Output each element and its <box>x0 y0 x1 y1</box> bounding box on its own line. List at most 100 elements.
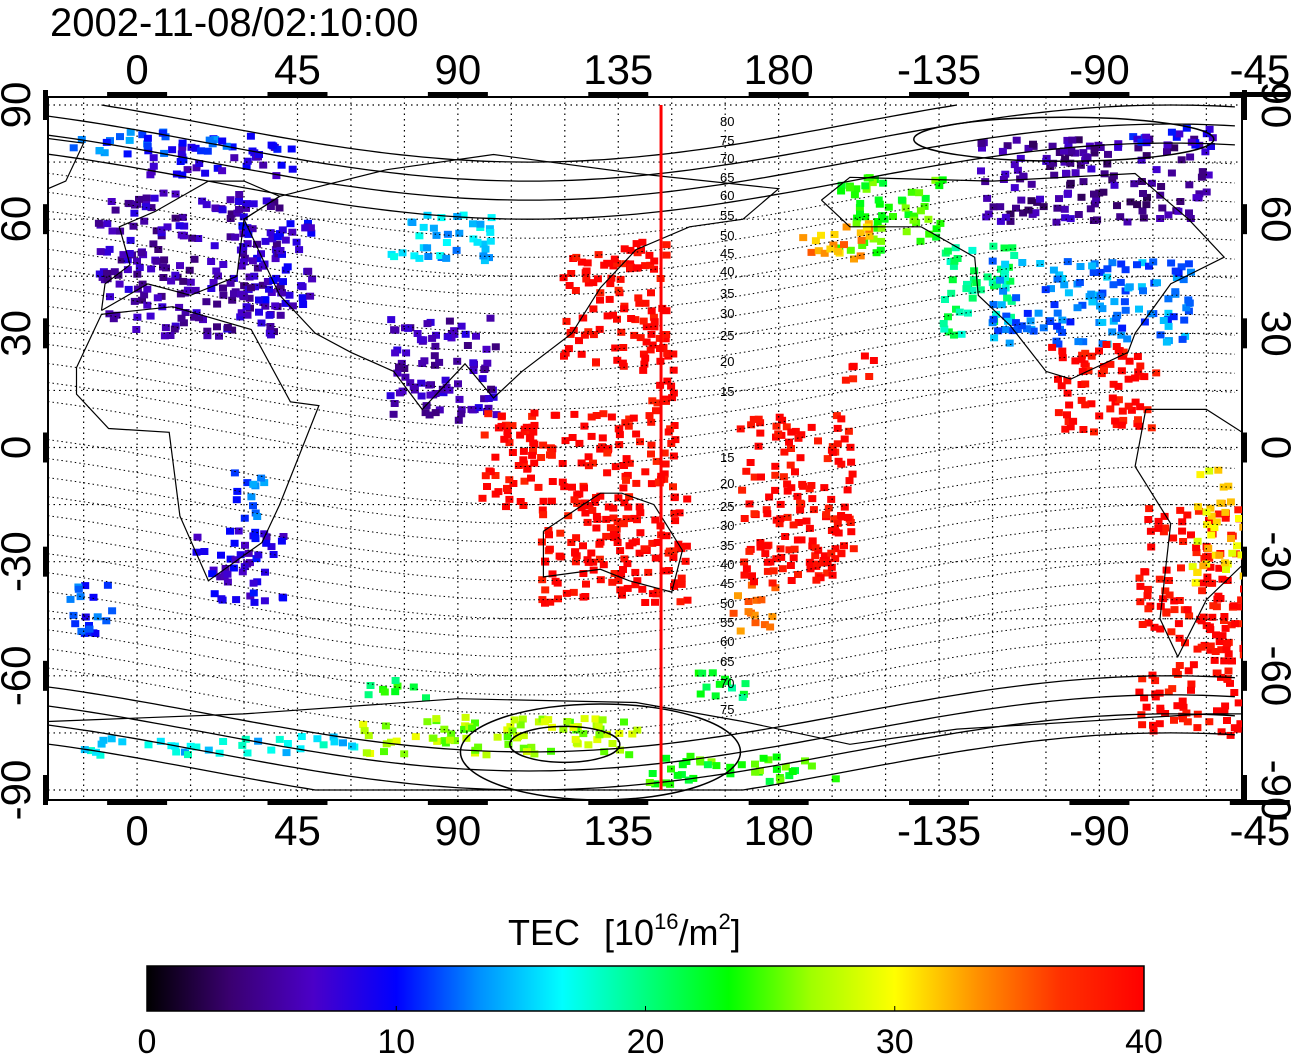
tec-cell <box>757 473 765 481</box>
tec-cell <box>1142 201 1151 209</box>
tec-cell <box>1224 667 1233 675</box>
tec-cell <box>650 318 659 326</box>
tec-cell <box>1002 312 1011 320</box>
tec-cell <box>137 249 146 257</box>
tec-cell <box>1205 467 1214 475</box>
tec-cell <box>779 473 788 481</box>
tec-cell <box>183 286 192 294</box>
tec-cell <box>330 738 339 746</box>
tec-cell <box>580 715 589 723</box>
tec-cell <box>212 267 221 275</box>
tec-cell <box>168 146 177 154</box>
tec-cell <box>266 323 275 330</box>
tec-cell <box>579 730 588 738</box>
tec-cell <box>1054 375 1062 383</box>
tec-cell <box>744 608 753 616</box>
tec-cell <box>764 756 773 764</box>
tec-cell <box>633 249 642 257</box>
tec-cell <box>108 227 117 235</box>
tec-cell <box>402 349 411 357</box>
tec-cell <box>437 214 446 222</box>
tec-cell <box>213 323 221 331</box>
tec-cell <box>1078 301 1087 309</box>
tec-cell <box>571 549 580 557</box>
tec-cell <box>486 314 495 322</box>
tec-cell <box>528 423 537 431</box>
tec-cell <box>909 216 918 224</box>
tec-cell <box>1179 538 1188 545</box>
tec-cell <box>772 753 781 761</box>
tec-cell <box>1064 418 1073 425</box>
tec-cell <box>589 305 598 313</box>
tec-cell <box>255 308 263 316</box>
tec-cell <box>819 559 827 567</box>
tec-cell <box>629 414 638 422</box>
tec-cell <box>1194 503 1202 511</box>
tec-cell <box>1087 352 1096 360</box>
tec-cell <box>1149 727 1158 735</box>
tec-cell <box>91 630 100 637</box>
top-axis-tick <box>107 92 168 97</box>
tec-cell <box>1077 193 1086 201</box>
tec-cell <box>71 620 80 628</box>
tec-cell <box>571 735 580 743</box>
tec-cell <box>230 290 238 298</box>
magnetic-label-north: 15 <box>720 384 734 399</box>
tec-cell <box>1126 198 1135 206</box>
tec-cell <box>1142 152 1151 160</box>
tec-cell <box>232 596 241 604</box>
tec-cell <box>503 484 511 492</box>
magnetic-label-south: 40 <box>720 557 734 572</box>
tec-cell <box>476 220 485 228</box>
tec-cell <box>1172 668 1181 676</box>
tec-cell <box>1112 421 1121 429</box>
top-axis-tick <box>1069 92 1130 97</box>
tec-cell <box>469 359 478 367</box>
tec-cell <box>852 220 861 228</box>
tec-cell <box>163 223 172 231</box>
tec-cell <box>631 568 640 576</box>
tec-cell <box>103 275 112 283</box>
tec-cell <box>445 736 454 744</box>
tec-cell <box>1110 298 1119 306</box>
tec-cell <box>1212 518 1221 526</box>
tec-cell <box>840 503 849 511</box>
tec-cell <box>1214 510 1223 518</box>
tec-cell <box>901 204 910 212</box>
tec-cell <box>847 458 856 466</box>
tec-cell <box>1155 575 1164 583</box>
tec-cell <box>639 317 648 325</box>
tec-cell <box>1178 697 1187 705</box>
tec-cell <box>487 214 496 222</box>
tec-cell <box>624 503 633 511</box>
tec-cell <box>249 502 257 510</box>
tec-cell <box>667 382 676 390</box>
tec-cell <box>106 293 114 301</box>
tec-cell <box>485 225 494 233</box>
tec-cell <box>1204 171 1213 179</box>
tec-cell <box>636 529 645 537</box>
tec-cell <box>832 412 841 420</box>
tec-cell <box>1198 587 1207 595</box>
tec-cell <box>167 277 176 285</box>
tec-cell <box>944 313 952 321</box>
tec-cell <box>1197 643 1206 651</box>
tec-cell <box>1099 188 1108 196</box>
tec-cell <box>366 682 375 689</box>
tec-cell <box>460 725 469 733</box>
tec-cell <box>202 201 211 209</box>
magnetic-contour <box>48 104 1235 182</box>
tec-cell <box>943 247 952 255</box>
tec-cell <box>279 594 288 602</box>
tec-cell <box>587 549 596 557</box>
top-axis-tick <box>1229 92 1290 97</box>
tec-cell <box>1277 486 1285 493</box>
tec-cell <box>1177 564 1185 572</box>
tec-cell <box>827 495 836 503</box>
tec-cell <box>461 722 470 730</box>
tec-cell <box>1220 617 1228 624</box>
south-pole-oval-inner <box>509 725 621 764</box>
tec-cell <box>653 399 662 407</box>
tec-cell <box>250 272 259 280</box>
tec-cell <box>538 506 547 514</box>
